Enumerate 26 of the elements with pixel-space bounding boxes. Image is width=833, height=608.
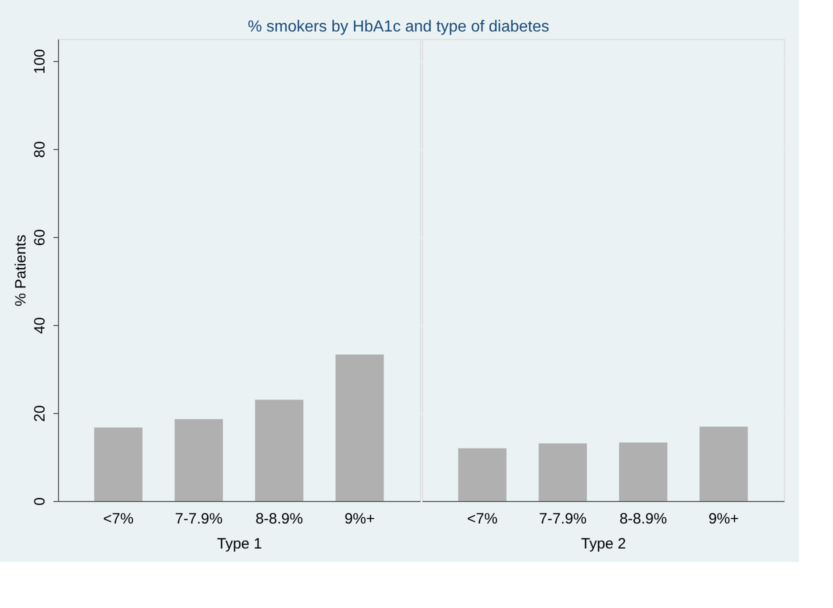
chart-title: % smokers by HbA1c and type of diabetes [248, 18, 550, 36]
bar [336, 354, 384, 501]
x-tick-label: 8-8.9% [255, 510, 303, 528]
y-tick-label: 80 [32, 141, 48, 158]
x-tick-label: <7% [103, 510, 134, 528]
x-axis-title: Type 1 [216, 536, 262, 552]
x-tick-label: 8-8.9% [619, 510, 667, 528]
y-tick-label: 100 [32, 48, 48, 74]
bar [458, 448, 506, 501]
x-tick-label: 7-7.9% [539, 510, 587, 528]
y-tick-label: 0 [32, 497, 48, 506]
bar [700, 426, 748, 501]
bar [538, 443, 587, 501]
bar [94, 428, 142, 501]
x-tick-label: 7-7.9% [175, 510, 223, 528]
y-tick-label: 40 [32, 317, 48, 334]
y-tick-label: 60 [32, 229, 48, 246]
x-tick-label: <7% [467, 510, 498, 528]
bar [255, 400, 304, 501]
x-tick-label: 9%+ [708, 510, 740, 528]
x-tick-label: 9%+ [344, 510, 376, 528]
x-axis-title: Type 2 [580, 536, 626, 552]
y-tick-label: 20 [32, 405, 48, 422]
y-axis-title: % Patients [12, 234, 30, 306]
bar [619, 442, 668, 501]
bar [174, 419, 223, 501]
